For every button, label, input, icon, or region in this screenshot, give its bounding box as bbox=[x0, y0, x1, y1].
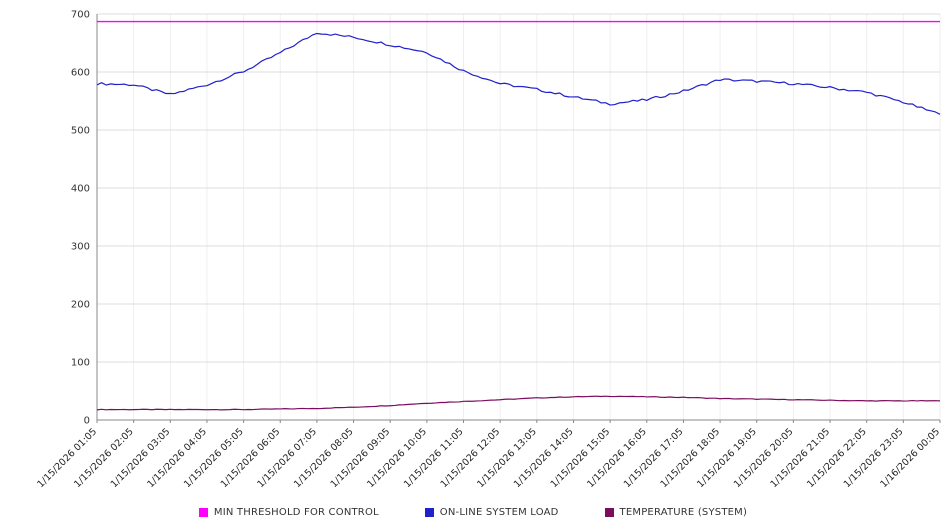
y-tick-label: 300 bbox=[71, 242, 90, 253]
y-tick-label: 100 bbox=[71, 358, 90, 369]
legend-swatch-icon bbox=[604, 508, 614, 517]
x-axis-tick-labels: 1/15/2026 01:051/15/2026 02:051/15/2026 … bbox=[35, 426, 942, 490]
legend-label: ON-LINE SYSTEM LOAD bbox=[439, 507, 559, 518]
y-tick-label: 600 bbox=[71, 68, 90, 79]
legend-item-0: MIN THRESHOLD FOR CONTROL bbox=[198, 507, 379, 518]
legend-item-2: TEMPERATURE (SYSTEM) bbox=[604, 507, 748, 518]
y-tick-label: 500 bbox=[71, 126, 90, 137]
axes bbox=[96, 14, 940, 421]
horizontal-gridlines bbox=[97, 13, 940, 421]
series-line-1 bbox=[96, 32, 941, 115]
y-tick-label: 700 bbox=[71, 10, 90, 21]
x-tick-label: 1/15/2026 01:05 bbox=[35, 426, 99, 490]
legend-label: TEMPERATURE (SYSTEM) bbox=[619, 507, 748, 518]
legend-swatch-icon bbox=[424, 508, 434, 517]
vertical-gridlines bbox=[96, 14, 941, 423]
legend-swatch-icon bbox=[198, 508, 208, 517]
legend-label: MIN THRESHOLD FOR CONTROL bbox=[213, 507, 379, 518]
y-tick-label: 200 bbox=[71, 300, 90, 311]
line-chart: 0 100 200 300 400 500 600 700 1/15/2026 01:051/1… bbox=[35, 10, 942, 491]
series-line-2 bbox=[96, 395, 941, 411]
y-tick-label: 0 bbox=[84, 416, 90, 427]
series-lines bbox=[96, 20, 941, 411]
legend: MIN THRESHOLD FOR CONTROL ON-LINE SYSTEM … bbox=[0, 507, 946, 518]
y-axis-tick-labels: 0 100 200 300 400 500 600 700 bbox=[71, 10, 90, 427]
legend-item-1: ON-LINE SYSTEM LOAD bbox=[424, 507, 559, 518]
y-tick-label: 400 bbox=[71, 184, 90, 195]
